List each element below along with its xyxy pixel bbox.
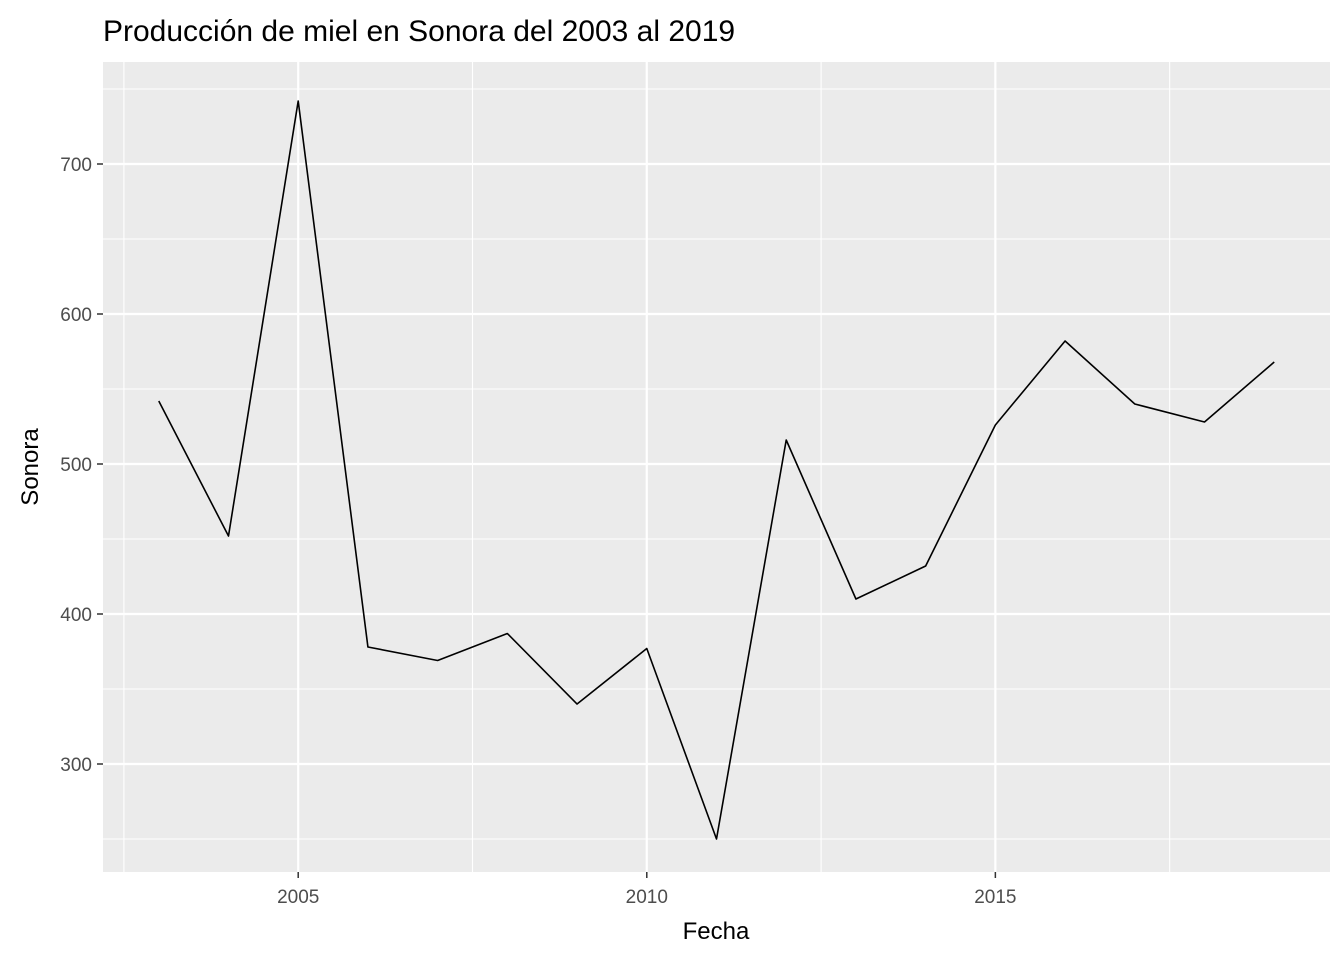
y-tick-label: 700 (60, 155, 92, 176)
x-axis-title: Fecha (683, 918, 750, 945)
y-tick-label: 400 (60, 605, 92, 626)
x-axis-ticks: 2005 2010 2015 (277, 872, 1017, 908)
series-line (158, 100, 1275, 840)
chart-title: Producción de miel en Sonora del 2003 al… (103, 15, 735, 48)
y-tick-label: 600 (60, 305, 92, 326)
series-layer (158, 100, 1275, 840)
y-tick-label: 500 (60, 455, 92, 476)
x-tick-label: 2015 (974, 887, 1016, 908)
y-tick-label: 300 (60, 755, 92, 776)
x-tick-label: 2005 (277, 887, 319, 908)
plot-panel (103, 62, 1330, 872)
y-axis-ticks: 300 400 500 600 700 (60, 155, 103, 776)
x-tick-label: 2010 (626, 887, 668, 908)
y-axis-title: Sonora (17, 428, 44, 506)
major-gridlines (103, 62, 1330, 872)
